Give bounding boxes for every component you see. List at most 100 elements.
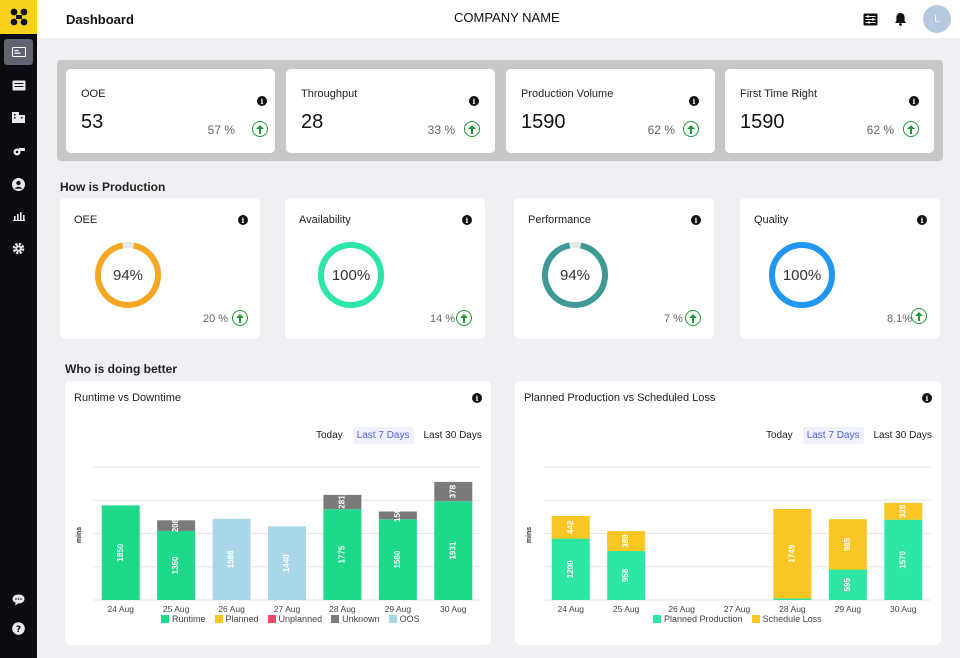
bar-schedule-loss[interactable] bbox=[551, 516, 590, 539]
tab-last-30-days[interactable]: Last 30 Days bbox=[423, 430, 482, 441]
bar-unknown[interactable] bbox=[378, 511, 417, 520]
kpi-value: 1590 bbox=[740, 111, 785, 133]
sidebar-item-machines[interactable] bbox=[4, 138, 33, 164]
x-tick-label: 27 Aug bbox=[274, 604, 301, 614]
legend-item[interactable]: OOS bbox=[388, 614, 420, 624]
bar-schedule-loss[interactable] bbox=[773, 508, 812, 599]
info-icon[interactable]: i bbox=[922, 393, 932, 403]
data-label: 208 bbox=[171, 518, 180, 532]
y-axis-label: mins bbox=[76, 527, 83, 543]
info-icon[interactable]: i bbox=[257, 96, 267, 106]
info-icon[interactable]: i bbox=[691, 215, 701, 225]
arrow-up-icon bbox=[911, 308, 927, 324]
gauge-ring: 94% bbox=[542, 242, 608, 308]
bar-planned-production[interactable] bbox=[884, 519, 923, 600]
info-icon[interactable]: i bbox=[909, 96, 919, 106]
info-icon[interactable]: i bbox=[462, 215, 472, 225]
bar-unknown[interactable] bbox=[157, 520, 196, 531]
info-icon[interactable]: i bbox=[917, 215, 927, 225]
avatar[interactable]: L bbox=[923, 5, 951, 33]
x-tick-label: 28 Aug bbox=[329, 604, 356, 614]
kpi-value: 28 bbox=[301, 111, 324, 133]
data-label: 1749 bbox=[788, 544, 797, 562]
chart-legend: Runtime Planned Unplanned Unknown OOS bbox=[161, 614, 420, 624]
legend-item[interactable]: Unknown bbox=[331, 614, 380, 624]
sidebar-item-reports[interactable] bbox=[4, 203, 33, 229]
app-logo[interactable] bbox=[0, 0, 37, 34]
kpi-value: 53 bbox=[81, 111, 104, 133]
legend-item[interactable]: Unplanned bbox=[267, 614, 322, 624]
sidebar-item-users[interactable] bbox=[4, 171, 33, 197]
data-label: 1931 bbox=[448, 541, 457, 559]
tab-today[interactable]: Today bbox=[316, 430, 343, 441]
x-tick-label: 27 Aug bbox=[724, 604, 751, 614]
kpi-card-production-volume[interactable]: Production Volume i 1590 62 % bbox=[506, 69, 715, 153]
bar-runtime[interactable] bbox=[101, 505, 140, 600]
sidebar: ? bbox=[0, 0, 37, 658]
gauge-card-performance[interactable]: Performance i 94% 7 % bbox=[514, 198, 714, 339]
bar-oos[interactable] bbox=[268, 526, 306, 600]
tab-last-7-days[interactable]: Last 7 Days bbox=[352, 427, 414, 444]
kpi-card-ooe[interactable]: OOE i 53 57 % bbox=[66, 69, 275, 153]
bar-unknown[interactable] bbox=[434, 481, 473, 502]
gauge-card-oee[interactable]: OEE i 94% 20 % bbox=[60, 198, 260, 339]
bar-runtime[interactable] bbox=[157, 530, 196, 600]
data-label: 1350 bbox=[171, 556, 180, 574]
tab-last-7-days[interactable]: Last 7 Days bbox=[802, 427, 864, 444]
bar-unknown[interactable] bbox=[323, 494, 362, 510]
bar-schedule-loss[interactable] bbox=[828, 519, 867, 570]
kpi-change: 62 % bbox=[866, 123, 894, 137]
legend-item[interactable]: Schedule Loss bbox=[751, 614, 822, 624]
filter-button[interactable] bbox=[861, 10, 879, 28]
help-button[interactable]: ? bbox=[4, 615, 33, 641]
gear-icon bbox=[12, 242, 25, 254]
gauge-card-availability[interactable]: Availability i 100% 14 % bbox=[285, 198, 485, 339]
bar-planned-production[interactable] bbox=[551, 538, 590, 600]
data-label: 378 bbox=[448, 484, 457, 498]
bar-runtime[interactable] bbox=[434, 501, 473, 600]
chat-button[interactable] bbox=[4, 587, 33, 613]
chart-legend: Planned Production Schedule Loss bbox=[653, 614, 822, 624]
legend-item[interactable]: Planned Production bbox=[653, 614, 743, 624]
info-icon[interactable]: i bbox=[472, 393, 482, 403]
kpi-card-first-time-right[interactable]: First Time Right i 1590 62 % bbox=[725, 69, 934, 153]
bar-oos[interactable] bbox=[212, 518, 251, 600]
machine-icon bbox=[13, 147, 25, 155]
sidebar-item-list[interactable] bbox=[4, 72, 33, 98]
gauge-card-quality[interactable]: Quality i 100% 8.1% bbox=[740, 198, 940, 339]
chart-title: Planned Production vs Scheduled Loss bbox=[524, 392, 716, 404]
notifications-button[interactable] bbox=[891, 10, 909, 28]
bar-planned-production[interactable] bbox=[773, 598, 812, 600]
legend-item[interactable]: Runtime bbox=[161, 614, 206, 624]
bar-schedule-loss[interactable] bbox=[884, 502, 923, 520]
arrow-up-icon bbox=[685, 310, 701, 326]
x-tick-label: 25 Aug bbox=[163, 604, 190, 614]
bar-planned-production[interactable] bbox=[607, 550, 646, 600]
info-icon[interactable]: i bbox=[689, 96, 699, 106]
gauge-ring: 100% bbox=[318, 242, 384, 308]
info-icon[interactable]: i bbox=[238, 215, 248, 225]
legend-item[interactable]: Planned bbox=[214, 614, 259, 624]
kpi-card-throughput[interactable]: Throughput i 28 33 % bbox=[286, 69, 495, 153]
data-label: 958 bbox=[621, 568, 630, 582]
bar-runtime[interactable] bbox=[378, 519, 417, 600]
bell-icon bbox=[894, 13, 906, 26]
chart-card-runtime: Runtime vs Downtime i Today Last 7 Days … bbox=[65, 381, 491, 645]
section-title-better: Who is doing better bbox=[65, 362, 177, 376]
section-title-production: How is Production bbox=[60, 180, 166, 194]
bar-schedule-loss[interactable] bbox=[607, 531, 646, 551]
sidebar-item-settings[interactable] bbox=[4, 235, 33, 261]
sidebar-item-plants[interactable] bbox=[4, 104, 33, 130]
kpi-change: 57 % bbox=[207, 123, 235, 137]
sidebar-item-dashboard[interactable] bbox=[4, 39, 33, 65]
arrow-up-icon bbox=[903, 121, 919, 137]
bar-planned-production[interactable] bbox=[828, 569, 867, 600]
gauge-change: 20 % bbox=[203, 313, 229, 325]
info-icon[interactable]: i bbox=[469, 96, 479, 106]
bar-runtime[interactable] bbox=[323, 509, 362, 600]
arrow-up-icon bbox=[464, 121, 480, 137]
tab-today[interactable]: Today bbox=[766, 430, 793, 441]
kpi-change: 62 % bbox=[647, 123, 675, 137]
arrow-up-icon bbox=[252, 121, 268, 137]
tab-last-30-days[interactable]: Last 30 Days bbox=[873, 430, 932, 441]
